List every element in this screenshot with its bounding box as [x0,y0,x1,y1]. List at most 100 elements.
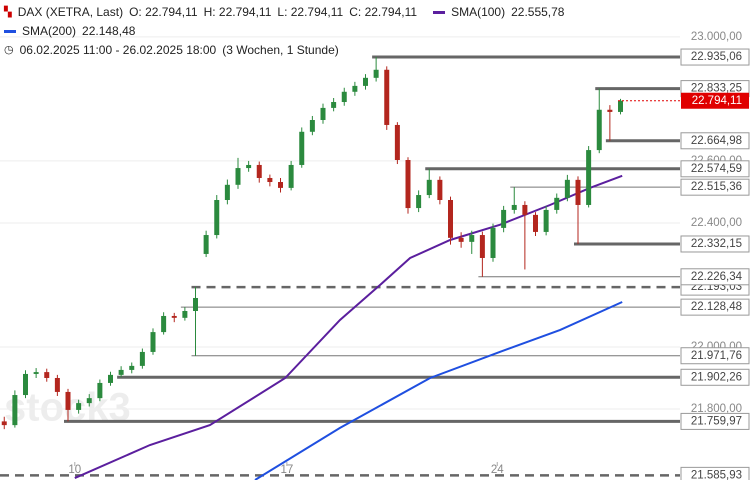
level-label-box [680,347,750,365]
legend-label: SMA(100) [451,5,506,19]
candle-body [373,69,379,78]
candle-body [437,179,443,200]
legend: ▚ DAX (XETRA, Last) O: 22.794,11 H: 22.7… [4,3,564,60]
symbol: DAX (XETRA, Last) [17,5,124,19]
level-label: 22.128,48 [691,301,742,313]
candle-body [543,209,549,232]
level-label: 22.833,25 [691,83,742,95]
level-label-box [680,268,750,286]
candle-body [384,69,390,125]
sma-line [74,174,623,480]
last-price-box [681,92,749,109]
candle-body [86,398,92,404]
legend-value: 22.555,78 [511,5,565,19]
level-label: 22.226,34 [691,271,743,283]
legend-row: SMA(200) 22.148,48 [4,22,564,41]
candle-body [522,204,528,215]
candle-body [554,197,560,210]
level-label-box [680,412,750,430]
candle-body [129,365,135,370]
candle-body [299,131,305,165]
level-label: 21.759,97 [691,415,742,427]
legend-swatch [433,11,446,14]
candle-body [533,214,538,232]
level-label-box [680,132,750,150]
candle-body [97,382,103,399]
y-tick-label: 22.400,00 [691,217,742,229]
legend-row: ◷ 06.02.2025 11:00 - 26.02.2025 18:00 (3… [4,41,564,60]
candle-body [65,391,71,410]
period: (3 Wochen, 1 Stunde) [222,43,339,57]
candle-body [607,109,613,112]
candle-body [341,91,347,103]
candle-body [618,100,623,112]
candle-body [76,403,82,410]
candle-body [171,315,177,318]
candle-body [416,195,422,209]
candle-body [44,372,50,378]
x-tick-label: 17 [280,464,293,476]
candle-body [479,235,485,258]
level-label-box [680,298,750,316]
candle-body [246,164,252,169]
ohlc: L: 22.794,11 [277,5,344,19]
last-price-label: 22.794,11 [692,95,742,107]
candle-body [469,235,475,242]
range: 06.02.2025 11:00 - 26.02.2025 18:00 [19,43,217,57]
candle-body [161,315,167,333]
legend-swatch [4,30,16,33]
level-label: 21.902,26 [691,371,742,383]
candle-body [575,179,581,205]
candle-body [12,395,18,426]
level-label: 22.664,98 [691,135,742,147]
level-label: 22.574,59 [691,163,742,175]
level-label-box [680,48,750,66]
ohlc: O: 22.794,11 [129,5,198,19]
candle-body [405,160,411,209]
icon: ▚ [4,7,12,18]
candle-body [490,227,496,258]
level-label-box [680,235,750,253]
level-label-box [680,160,750,178]
candle-body [352,85,358,92]
candle-body [203,235,209,254]
icon: ◷ [4,44,14,56]
level-label: 22.332,15 [691,238,742,250]
level-label: 21.971,76 [691,350,742,362]
y-tick-label: 21.800,00 [691,403,742,415]
candle-body [214,200,220,236]
candle-body [1,421,7,426]
level-label: 22.935,06 [691,51,742,63]
candle-body [448,200,453,238]
y-tick-label: 23.000,00 [691,31,742,43]
candle-body [586,150,592,205]
level-label: 21.585,93 [691,469,742,480]
x-tick-label: 10 [68,464,81,476]
candle-body [278,182,283,188]
candle-body [288,164,294,188]
candle-body [33,372,39,374]
legend-label: SMA(200) [22,24,77,38]
candle-body [320,107,326,120]
x-tick-label: 24 [491,464,504,476]
candle-body [182,311,188,318]
candle-body [363,77,368,86]
candle-body [139,351,145,366]
candle-body [458,237,464,242]
legend-row: ▚ DAX (XETRA, Last) O: 22.794,11 H: 22.7… [4,3,564,22]
candle-body [426,179,432,196]
level-label: 22.515,36 [691,181,742,193]
candle-body [501,209,507,228]
ohlc: H: 22.794,11 [203,5,272,19]
candle-body [309,120,315,132]
candle-body [394,124,400,160]
sma-line [254,301,623,480]
candle-body [54,377,60,392]
level-label-box [680,466,750,480]
candle-body [23,373,28,396]
candle-body [118,369,124,375]
levels [0,55,680,477]
candle-body [564,179,570,198]
